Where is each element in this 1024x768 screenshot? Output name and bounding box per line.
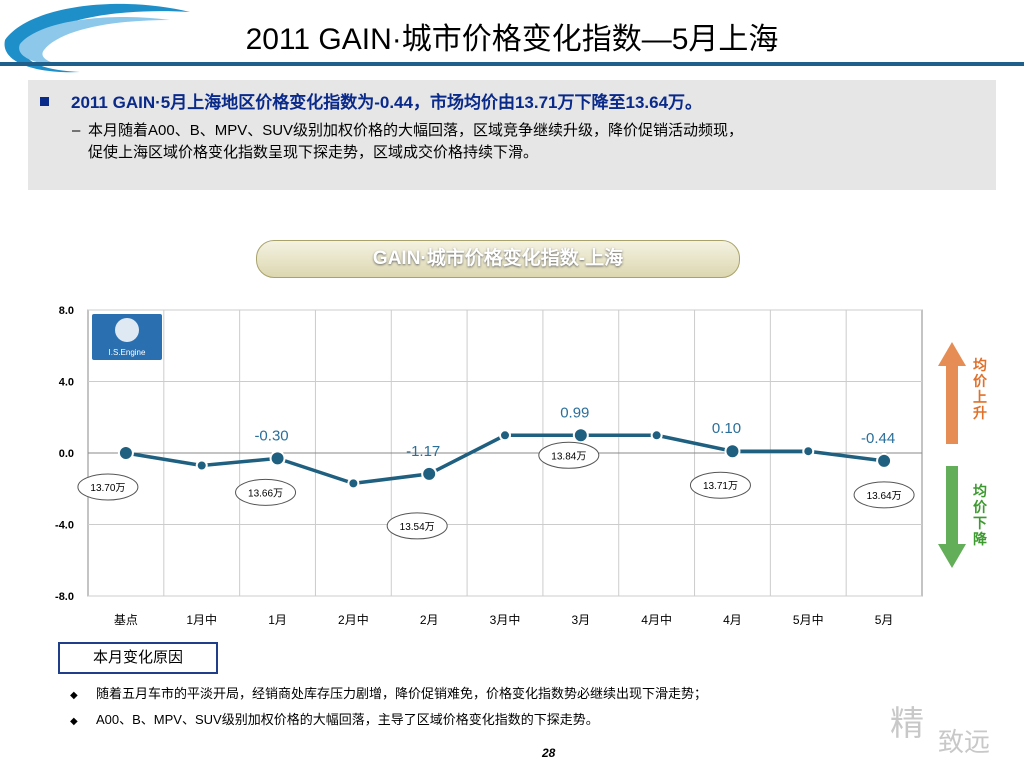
- data-point: [499, 429, 511, 442]
- chart-title: GAIN·城市价格变化指数-上海: [256, 240, 740, 278]
- price-bubble-label: 13.70万: [90, 483, 125, 494]
- price-down-label: 均: [973, 483, 987, 499]
- data-point: [421, 465, 438, 482]
- y-tick-label: 0.0: [59, 448, 74, 460]
- data-point: [117, 445, 134, 461]
- price-bubble: [689, 471, 751, 499]
- x-tick-label: 3月中: [490, 612, 521, 627]
- x-tick-label: 1月中: [186, 612, 217, 627]
- page-title: 2011 GAIN·城市价格变化指数—5月上海: [245, 23, 779, 56]
- x-tick-label: 5月: [875, 613, 894, 627]
- price-bubble-label: 13.84万: [551, 451, 586, 462]
- x-tick-label: 2月中: [338, 612, 369, 627]
- price-bubble: [386, 512, 448, 540]
- summary-panel: 2011 GAIN·5月上海地区价格变化指数为-0.44，市场均价由13.71万…: [28, 80, 996, 190]
- data-point: [650, 429, 663, 442]
- y-tick-label: -8.0: [55, 591, 74, 603]
- x-tick-label: 4月: [723, 613, 742, 627]
- diamond-bullet-icon: ◆: [70, 716, 78, 727]
- value-label: -0.44: [861, 430, 895, 447]
- price-bubble-label: 13.66万: [248, 488, 283, 499]
- y-tick-label: 8.0: [59, 305, 74, 317]
- value-label: -0.30: [254, 427, 288, 444]
- dash-bullet-icon: –: [72, 122, 81, 139]
- x-tick-label: 基点: [114, 613, 138, 627]
- x-tick-label: 1月: [268, 613, 287, 627]
- is-engine-logo-mark: [115, 318, 139, 342]
- value-label: 0.10: [712, 420, 741, 437]
- x-tick-label: 3月: [571, 613, 590, 627]
- summary-detail-line-2: 促使上海区域价格变化指数呈现下探走势，区域成交价格持续下滑。: [88, 144, 539, 161]
- summary-headline: 2011 GAIN·5月上海地区价格变化指数为-0.44，市场均价由13.71万…: [40, 88, 702, 113]
- data-point: [347, 477, 360, 490]
- reason-list: ◆ 随着五月车市的平淡开局，经销商处库存压力剧增，降价促销难免，价格变化指数势必继…: [70, 682, 930, 734]
- value-label: -1.17: [406, 443, 440, 460]
- price-bubble: [235, 478, 297, 506]
- summary-detail: – 本月随着A00、B、MPV、SUV级别加权价格的大幅回落，区域竞争继续升级，…: [72, 120, 988, 164]
- square-bullet-icon: [40, 97, 49, 107]
- price-up-label: 价: [973, 373, 988, 389]
- price-bubble: [853, 481, 915, 509]
- diamond-bullet-icon: ◆: [70, 690, 78, 701]
- page-number: 28: [542, 746, 556, 760]
- reason-item: ◆ 随着五月车市的平淡开局，经销商处库存压力剧增，降价促销难免，价格变化指数势必继…: [70, 682, 930, 708]
- price-down-arrow: [938, 466, 966, 568]
- value-label: 0.99: [560, 404, 589, 421]
- y-tick-label: -4.0: [55, 520, 74, 532]
- data-point: [269, 450, 286, 467]
- price-bubble-label: 13.54万: [400, 522, 435, 533]
- title-divider: [0, 62, 1024, 66]
- reason-heading-box: 本月变化原因: [58, 642, 218, 674]
- price-up-label: 均: [973, 357, 987, 373]
- price-up-arrow: [938, 342, 966, 444]
- reason-item: ◆ A00、B、MPV、SUV级别加权价格的大幅回落，主导了区域价格变化指数的下探…: [70, 708, 930, 734]
- y-tick-label: 4.0: [59, 377, 74, 389]
- price-bubble-label: 13.71万: [703, 481, 738, 492]
- watermark-text-2: 致远: [938, 728, 991, 758]
- x-tick-label: 2月: [420, 613, 439, 627]
- price-down-label: 降: [973, 531, 988, 547]
- price-bubble-label: 13.64万: [867, 491, 902, 502]
- data-point: [572, 427, 589, 444]
- price-index-chart: 8.0 4.0 0.0 -4.0 -8.0 基点 1月中 1月 2月中 2月 3月中 3月 4月中 4月 5…: [55, 305, 988, 627]
- x-tick-label: 4月中: [641, 612, 672, 627]
- price-bubble: [77, 473, 139, 501]
- price-down-label: 价: [973, 499, 988, 515]
- x-tick-label: 5月中: [793, 612, 824, 627]
- watermark-text-1: 精: [890, 704, 924, 744]
- price-up-label: 升: [973, 405, 987, 421]
- is-engine-logo-text: I.S.Engine: [109, 348, 146, 357]
- data-point: [802, 445, 815, 458]
- data-point: [876, 452, 893, 469]
- data-point: [724, 443, 741, 460]
- price-bubble: [538, 441, 600, 469]
- summary-detail-line-1: 本月随着A00、B、MPV、SUV级别加权价格的大幅回落，区域竞争继续升级，降价…: [88, 122, 744, 139]
- data-point: [195, 459, 208, 472]
- price-down-label: 下: [973, 515, 987, 531]
- price-up-label: 上: [973, 389, 987, 405]
- brand-swoosh-logo: [4, 3, 190, 73]
